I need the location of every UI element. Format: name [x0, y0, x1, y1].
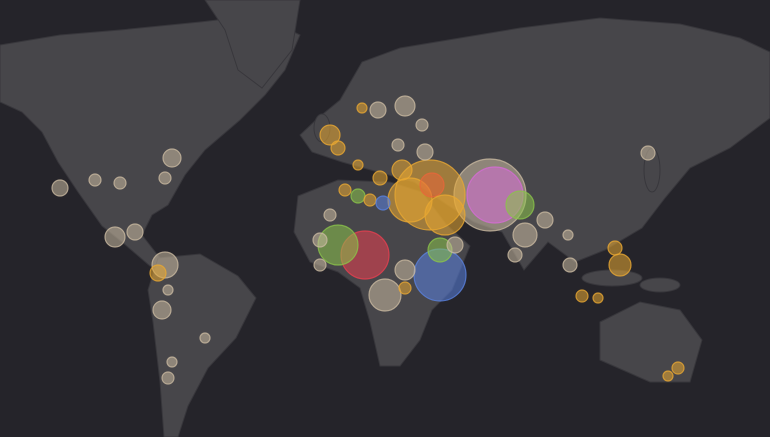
- bubble: [369, 101, 387, 119]
- bubble: [88, 173, 102, 187]
- bubble: [446, 236, 464, 254]
- bubble: [562, 257, 578, 273]
- bubble: [330, 140, 346, 156]
- bubble: [375, 195, 391, 211]
- bubble: [350, 188, 366, 204]
- bubble: [391, 138, 405, 152]
- bubble: [512, 222, 538, 248]
- bubble: [312, 232, 328, 248]
- bubble: [323, 208, 337, 222]
- greenland: [204, 0, 301, 89]
- bubble: [51, 179, 69, 197]
- bubble: [113, 176, 127, 190]
- bubble: [607, 240, 623, 256]
- bubble: [416, 143, 434, 161]
- bubble: [391, 159, 413, 181]
- bubble: [419, 172, 445, 198]
- bubble: [149, 264, 167, 282]
- bubble: [162, 284, 174, 296]
- bubble: [536, 211, 554, 229]
- bubble: [104, 226, 126, 248]
- bubble: [640, 145, 656, 161]
- bubble: [394, 259, 416, 281]
- bubble: [319, 124, 341, 146]
- south-america: [147, 253, 257, 437]
- bubble: [424, 194, 466, 236]
- bubble: [575, 289, 589, 303]
- bubble: [161, 371, 175, 385]
- bubble: [338, 183, 352, 197]
- bubble: [671, 361, 685, 375]
- bubble: [363, 193, 377, 207]
- bubble: [394, 95, 416, 117]
- bubble: [152, 300, 172, 320]
- bubble: [398, 281, 412, 295]
- indonesia: [639, 277, 681, 293]
- bubble: [368, 278, 402, 312]
- bubble: [415, 118, 429, 132]
- bubble: [158, 171, 172, 185]
- bubble: [562, 229, 574, 241]
- bubble: [507, 247, 523, 263]
- bubble: [662, 370, 674, 382]
- bubble: [166, 356, 178, 368]
- bubble: [162, 148, 182, 168]
- bubble: [126, 223, 144, 241]
- bubble: [592, 292, 604, 304]
- bubbles: [51, 95, 685, 385]
- bubble: [372, 170, 388, 186]
- bubble: [356, 102, 368, 114]
- bubble: [313, 258, 327, 272]
- bubble: [199, 332, 211, 344]
- bubble: [608, 253, 632, 277]
- bubble: [352, 159, 364, 171]
- bubble: [505, 190, 535, 220]
